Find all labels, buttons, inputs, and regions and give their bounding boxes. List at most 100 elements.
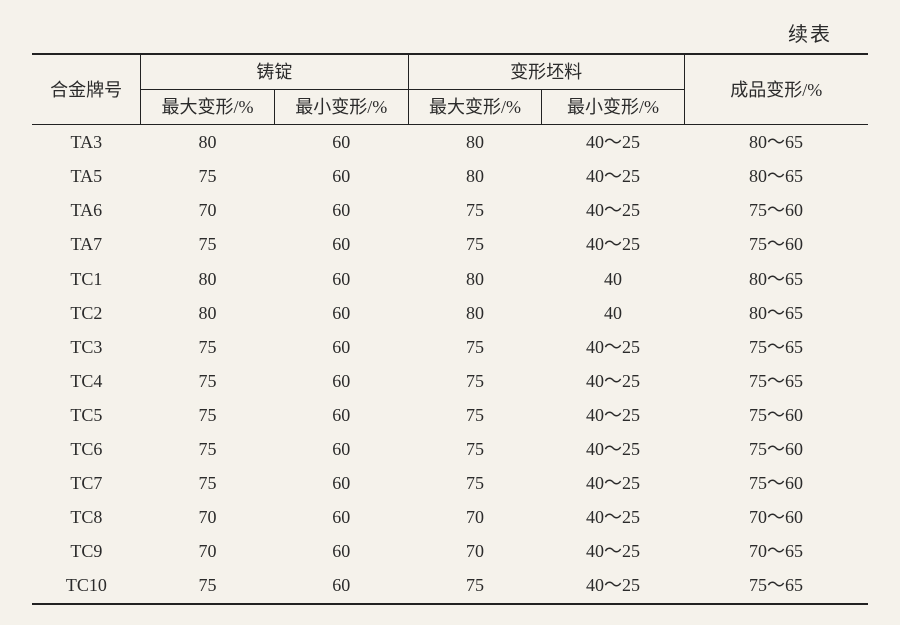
cell-deform-min: 40～25	[542, 227, 684, 261]
cell-alloy: TC1	[32, 262, 141, 296]
cell-ingot-min: 60	[274, 398, 408, 432]
cell-product: 70～60	[684, 500, 868, 534]
cell-deform-max: 75	[408, 227, 542, 261]
cell-ingot-max: 75	[141, 330, 275, 364]
cell-ingot-min: 60	[274, 125, 408, 160]
cell-deform-max: 75	[408, 466, 542, 500]
cell-alloy: TC6	[32, 432, 141, 466]
col-header-alloy: 合金牌号	[32, 54, 141, 125]
cell-ingot-min: 60	[274, 466, 408, 500]
cell-alloy: TA7	[32, 227, 141, 261]
cell-product: 75～60	[684, 398, 868, 432]
cell-ingot-max: 70	[141, 500, 275, 534]
table-caption: 续表	[32, 18, 868, 47]
cell-deform-max: 75	[408, 568, 542, 603]
cell-ingot-max: 75	[141, 568, 275, 603]
cell-deform-max: 80	[408, 296, 542, 330]
cell-alloy: TA6	[32, 193, 141, 227]
cell-ingot-min: 60	[274, 159, 408, 193]
table-row: TC475607540～2575～65	[32, 364, 868, 398]
cell-deform-min: 40～25	[542, 125, 684, 160]
table-row: TA575608040～2580～65	[32, 159, 868, 193]
cell-ingot-min: 60	[274, 193, 408, 227]
cell-alloy: TC2	[32, 296, 141, 330]
cell-ingot-min: 60	[274, 296, 408, 330]
cell-product: 75～60	[684, 193, 868, 227]
cell-deform-min: 40～25	[542, 364, 684, 398]
table-row: TC1075607540～2575～65	[32, 568, 868, 603]
cell-deform-max: 75	[408, 193, 542, 227]
table-row: TC970607040～2570～65	[32, 534, 868, 568]
cell-deform-min: 40～25	[542, 432, 684, 466]
cell-alloy: TC9	[32, 534, 141, 568]
cell-ingot-max: 75	[141, 227, 275, 261]
table-row: TC18060804080～65	[32, 262, 868, 296]
table-row: TC870607040～2570～60	[32, 500, 868, 534]
cell-ingot-min: 60	[274, 568, 408, 603]
cell-deform-max: 75	[408, 330, 542, 364]
cell-alloy: TA3	[32, 125, 141, 160]
cell-product: 80～65	[684, 296, 868, 330]
cell-product: 75～60	[684, 227, 868, 261]
cell-ingot-max: 70	[141, 534, 275, 568]
cell-deform-min: 40～25	[542, 534, 684, 568]
table-row: TC775607540～2575～60	[32, 466, 868, 500]
cell-alloy: TC10	[32, 568, 141, 603]
cell-product: 75～60	[684, 466, 868, 500]
cell-ingot-min: 60	[274, 330, 408, 364]
cell-ingot-max: 80	[141, 296, 275, 330]
cell-product: 75～60	[684, 432, 868, 466]
cell-deform-min: 40～25	[542, 466, 684, 500]
cell-alloy: TC7	[32, 466, 141, 500]
cell-ingot-max: 75	[141, 398, 275, 432]
cell-deform-min: 40	[542, 296, 684, 330]
cell-ingot-max: 75	[141, 159, 275, 193]
col-header-deform-max: 最大变形/%	[408, 90, 542, 125]
cell-product: 70～65	[684, 534, 868, 568]
cell-deform-min: 40～25	[542, 159, 684, 193]
cell-deform-max: 75	[408, 364, 542, 398]
table-row: TC28060804080～65	[32, 296, 868, 330]
cell-alloy: TA5	[32, 159, 141, 193]
cell-alloy: TC3	[32, 330, 141, 364]
col-header-deform-min: 最小变形/%	[542, 90, 684, 125]
cell-product: 80～65	[684, 262, 868, 296]
cell-deform-min: 40～25	[542, 500, 684, 534]
cell-ingot-max: 75	[141, 466, 275, 500]
cell-ingot-min: 60	[274, 500, 408, 534]
cell-deform-max: 80	[408, 125, 542, 160]
cell-deform-max: 70	[408, 534, 542, 568]
table-row: TA380608040～2580～65	[32, 125, 868, 160]
table-row: TC575607540～2575～60	[32, 398, 868, 432]
cell-deform-min: 40～25	[542, 193, 684, 227]
cell-deform-max: 75	[408, 398, 542, 432]
cell-product: 80～65	[684, 159, 868, 193]
cell-deform-max: 75	[408, 432, 542, 466]
col-header-product: 成品变形/%	[684, 54, 868, 125]
cell-ingot-max: 75	[141, 432, 275, 466]
cell-alloy: TC5	[32, 398, 141, 432]
cell-product: 75～65	[684, 568, 868, 603]
cell-product: 75～65	[684, 364, 868, 398]
table-row: TA775607540～2575～60	[32, 227, 868, 261]
table-row: TC375607540～2575～65	[32, 330, 868, 364]
cell-ingot-min: 60	[274, 227, 408, 261]
cell-deform-max: 80	[408, 262, 542, 296]
cell-product: 80～65	[684, 125, 868, 160]
table-body: TA380608040～2580～65TA575608040～2580～65TA…	[32, 125, 868, 604]
col-group-ingot: 铸锭	[141, 54, 409, 90]
cell-ingot-min: 60	[274, 262, 408, 296]
cell-deform-max: 80	[408, 159, 542, 193]
cell-ingot-max: 80	[141, 262, 275, 296]
col-header-ingot-max: 最大变形/%	[141, 90, 275, 125]
page: 续表 合金牌号 铸锭 变形坯料 成品变形/% 最大变形/% 最小变形/% 最大变…	[0, 0, 900, 625]
cell-ingot-max: 70	[141, 193, 275, 227]
col-header-ingot-min: 最小变形/%	[274, 90, 408, 125]
cell-deform-min: 40～25	[542, 568, 684, 603]
table-row: TA670607540～2575～60	[32, 193, 868, 227]
cell-alloy: TC8	[32, 500, 141, 534]
cell-deform-min: 40～25	[542, 330, 684, 364]
table-row: TC675607540～2575～60	[32, 432, 868, 466]
col-group-deform: 变形坯料	[408, 54, 684, 90]
alloy-deformation-table: 合金牌号 铸锭 变形坯料 成品变形/% 最大变形/% 最小变形/% 最大变形/%…	[32, 53, 868, 605]
